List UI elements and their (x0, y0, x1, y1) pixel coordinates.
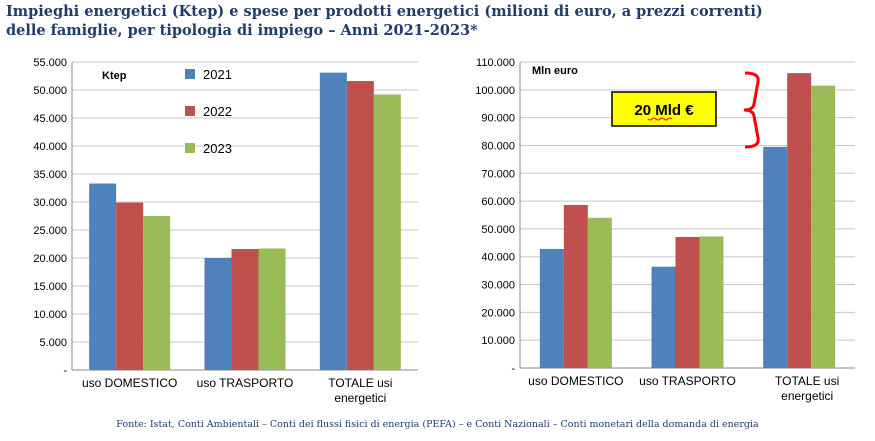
y-tick-label: 110.000 (476, 57, 515, 69)
bar-2021 (539, 248, 564, 368)
x-category-label: uso TRASPORTO (197, 376, 294, 390)
y-tick-label: 20.000 (33, 253, 67, 265)
x-category-label: energetici (334, 391, 386, 405)
bar-2022 (116, 202, 144, 370)
y-tick-label: 50.000 (481, 224, 515, 236)
bar-2022 (675, 236, 700, 368)
y-tick-label: 10.000 (33, 309, 67, 321)
bar-2023 (811, 85, 836, 369)
y-tick-label: 15.000 (33, 281, 67, 293)
y-tick-label: 60.000 (481, 196, 515, 208)
bar-2023 (143, 216, 171, 370)
bar-2022 (231, 249, 259, 370)
y-tick-label: - (63, 365, 67, 377)
x-category-label: uso DOMESTICO (82, 376, 177, 390)
x-category-label: TOTALE usi (775, 374, 839, 388)
y-tick-label: 50.000 (33, 85, 67, 97)
y-tick-label: 70.000 (481, 168, 515, 180)
bar-2021 (89, 183, 117, 370)
y-tick-label: 45.000 (33, 113, 67, 125)
bar-2021 (763, 146, 788, 368)
unit-label: Mln euro (532, 65, 578, 77)
chart-energy-spending-mln-euro: - 10.000 20.000 30.000 40.000 50.000 60.000 70.… (475, 57, 855, 403)
y-tick-label: 40.000 (33, 141, 67, 153)
y-tick-label: 40.000 (481, 252, 515, 264)
y-tick-label: 30.000 (33, 197, 67, 209)
bar-2021 (651, 266, 676, 368)
y-tick-label: 10.000 (481, 335, 515, 347)
legend-label-2023: 2023 (203, 141, 232, 156)
y-tick-label: 90.000 (481, 113, 515, 125)
bar-2023 (258, 248, 286, 370)
spell-check-underline (647, 117, 673, 121)
title-line-2: delle famiglie, per tipologia di impiego… (6, 22, 478, 39)
x-category-label: uso DOMESTICO (528, 374, 623, 388)
bar-2023 (587, 217, 612, 368)
bar-2022 (563, 204, 588, 368)
bar-2021 (204, 258, 232, 370)
bar-2023 (699, 236, 724, 368)
y-tick-label: 80.000 (481, 140, 515, 152)
title-line-1: Impieghi energetici (Ktep) e spese per p… (6, 3, 763, 20)
bar-2021 (319, 72, 347, 370)
y-tick-label: 30.000 (481, 280, 515, 292)
legend-swatch-2022 (185, 106, 195, 116)
bar-2023 (373, 94, 401, 370)
red-brace (743, 71, 760, 149)
y-tick-label: 35.000 (33, 169, 67, 181)
callout-box (611, 91, 717, 127)
x-category-label: TOTALE usi (328, 376, 392, 390)
chart-energy-use-ktep: - 5.000 10.000 15.000 20.000 25.000 30.000 35.0… (33, 57, 418, 405)
x-category-label: energetici (781, 389, 833, 403)
y-tick-label: 5.000 (39, 337, 67, 349)
y-tick-label: 55.000 (33, 57, 67, 69)
y-tick-label: 20.000 (481, 307, 515, 319)
y-tick-label: 100.000 (475, 85, 515, 97)
y-tick-label: - (511, 363, 515, 375)
source-note: Fonte: Istat, Conti Ambientali – Conti d… (116, 419, 759, 430)
x-category-label: uso TRASPORTO (639, 374, 736, 388)
legend-label-2022: 2022 (203, 104, 232, 119)
legend-label-2021: 2021 (203, 67, 232, 82)
unit-label: Ktep (102, 70, 127, 82)
callout-label: 20 Mld € (634, 102, 694, 119)
legend-swatch-2021 (185, 69, 195, 79)
page-title: Impieghi energetici (Ktep) e spese per p… (6, 2, 871, 40)
legend-swatch-2023 (185, 143, 195, 153)
y-tick-label: 25.000 (33, 225, 67, 237)
bar-2022 (787, 73, 812, 369)
bar-2022 (346, 81, 374, 370)
